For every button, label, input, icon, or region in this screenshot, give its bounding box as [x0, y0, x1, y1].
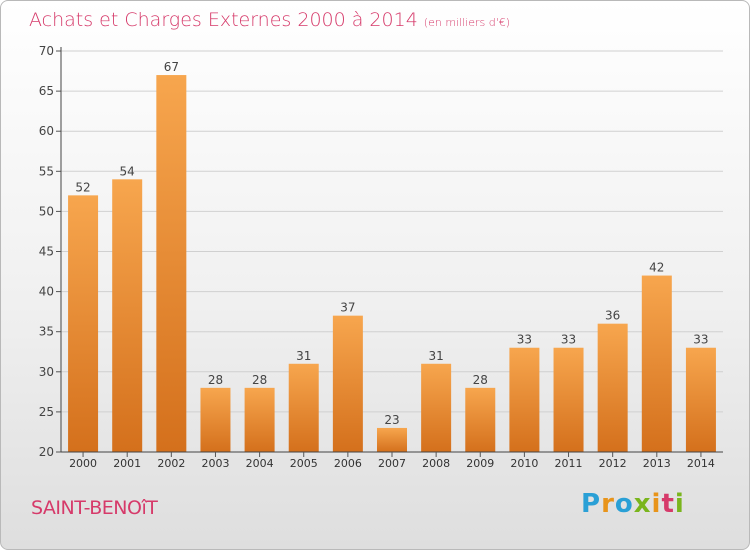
x-tick-label: 2006 [334, 457, 362, 470]
bar-value-label: 28 [208, 373, 223, 387]
bar-value-label: 31 [296, 349, 311, 363]
x-tick-label: 2014 [687, 457, 715, 470]
x-tick-label: 2013 [643, 457, 671, 470]
bar-value-label: 33 [693, 333, 708, 347]
x-tick-label: 2009 [466, 457, 494, 470]
bar [421, 363, 452, 452]
y-tick-label: 20 [39, 445, 54, 459]
bar [244, 387, 275, 452]
bar [597, 323, 628, 452]
y-tick-label: 35 [39, 325, 54, 339]
y-tick-label: 55 [39, 164, 54, 178]
y-tick-label: 45 [39, 245, 54, 259]
x-tick-label: 2002 [157, 457, 185, 470]
bar [200, 387, 231, 452]
bar-value-label: 67 [164, 60, 179, 74]
bar-value-label: 28 [252, 373, 267, 387]
y-tick-label: 65 [39, 84, 54, 98]
logo-letter: r [601, 489, 615, 519]
bars: 52 54 67 28 28 31 37 23 31 28 33 33 36 42 33 [68, 60, 716, 453]
y-tick-label: 25 [39, 405, 54, 419]
x-tick-label: 2001 [113, 457, 141, 470]
bar-value-label: 23 [384, 413, 399, 427]
x-tick-label: 2008 [422, 457, 450, 470]
city-name: SAINT-BENOîT [31, 497, 158, 519]
logo-letter: o [614, 489, 634, 519]
y-tick-label: 50 [39, 204, 54, 218]
x-tick-label: 2007 [378, 457, 406, 470]
x-tick-label: 2005 [290, 457, 318, 470]
bar [465, 387, 496, 452]
y-tick-label: 70 [39, 44, 54, 58]
bar-value-label: 54 [120, 164, 135, 178]
bar [509, 347, 540, 452]
bar [685, 347, 716, 452]
bar-value-label: 36 [605, 309, 620, 323]
bar [641, 275, 672, 452]
y-tick-label: 60 [39, 124, 54, 138]
bar-value-label: 28 [473, 373, 488, 387]
chart-title: Achats et Charges Externes 2000 à 2014 (e… [29, 9, 510, 31]
bar [377, 427, 407, 452]
bar [68, 195, 99, 453]
x-tick-label: 2012 [599, 457, 627, 470]
x-tick-label: 2003 [201, 457, 229, 470]
bar-value-label: 33 [561, 333, 576, 347]
bar [156, 75, 187, 452]
chart-title-text: Achats et Charges Externes 2000 à 2014 [29, 9, 418, 31]
bar [112, 179, 143, 452]
bar [553, 347, 584, 452]
x-tick-label: 2004 [246, 457, 274, 470]
logo-letter: i [651, 489, 662, 519]
y-tick-label: 30 [39, 365, 54, 379]
proxiti-logo[interactable]: Proxiti [581, 489, 685, 519]
logo-letter: P [581, 489, 602, 519]
bar-value-label: 33 [517, 333, 532, 347]
x-tick-label: 2011 [555, 457, 583, 470]
bar-value-label: 42 [649, 261, 664, 275]
bar-value-label: 31 [428, 349, 443, 363]
logo-letter: i [674, 489, 685, 519]
bar-value-label: 37 [340, 301, 355, 315]
axes: 20 25 30 35 40 45 50 55 60 65 70 2000 2001 2002 2003 20… [39, 44, 723, 470]
x-tick-label: 2010 [510, 457, 538, 470]
logo-letter: t [661, 489, 675, 519]
chart-subtitle: (en milliers d'€) [423, 16, 511, 29]
x-tick-label: 2000 [69, 457, 97, 470]
y-tick-label: 40 [39, 285, 54, 299]
logo-letter: x [633, 489, 652, 519]
bar [288, 363, 319, 452]
bar [332, 315, 363, 452]
bar-value-label: 52 [75, 180, 90, 194]
